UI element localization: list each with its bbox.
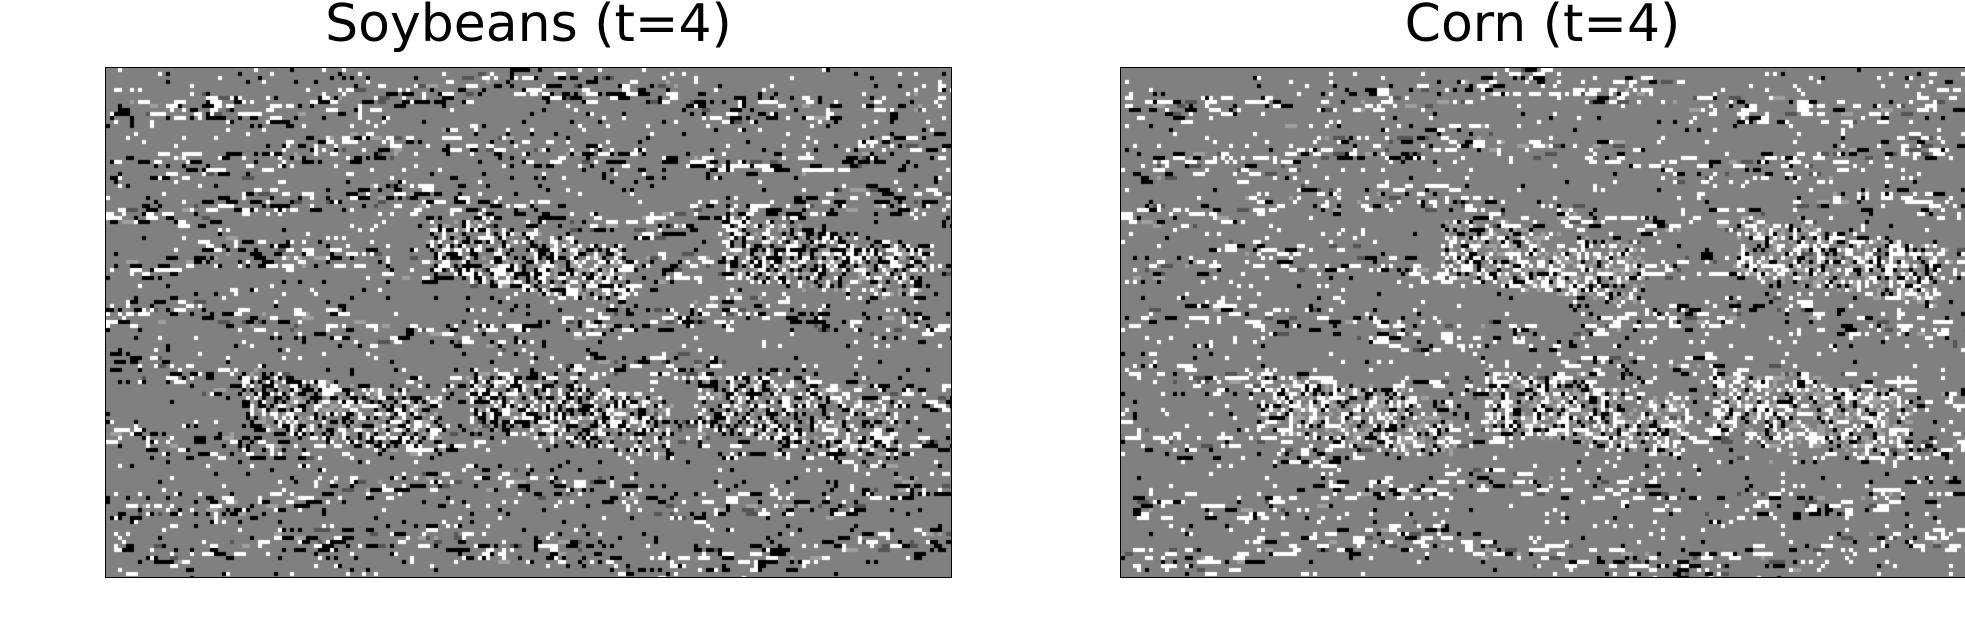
corn-image bbox=[1120, 67, 1965, 578]
soybeans-image bbox=[105, 67, 952, 578]
corn-panel-title: Corn (t=4) bbox=[1404, 0, 1681, 54]
soybeans-panel-title: Soybeans (t=4) bbox=[325, 0, 732, 54]
